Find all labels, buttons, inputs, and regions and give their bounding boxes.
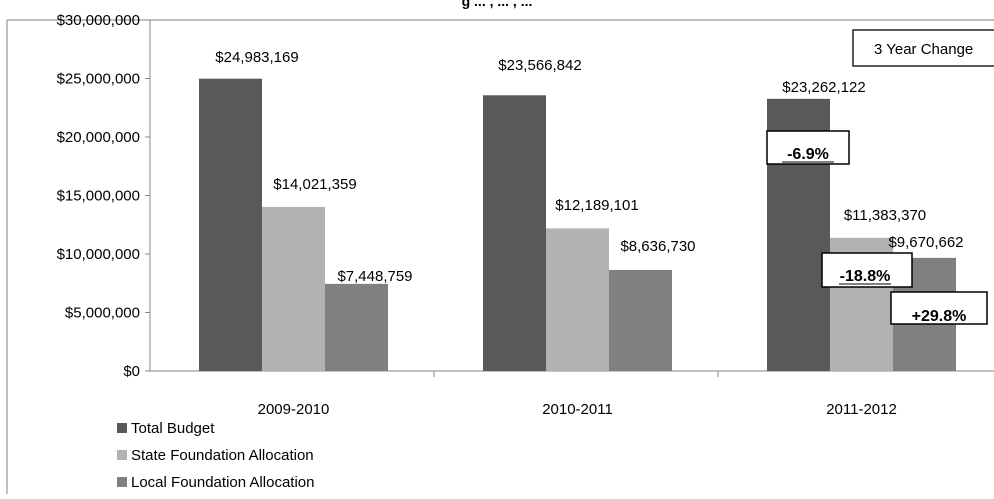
data-label: $14,021,359	[273, 176, 356, 193]
annotation-title: 3 Year Change	[874, 41, 973, 58]
legend-swatch	[117, 423, 127, 433]
y-tick-label: $20,000,000	[57, 129, 140, 146]
x-tick-label: 2009-2010	[258, 401, 330, 418]
data-label: $23,262,122	[782, 79, 865, 96]
annotation-change-label: +29.8%	[912, 308, 967, 325]
legend-label: State Foundation Allocation	[131, 447, 314, 464]
y-tick-label: $0	[123, 363, 140, 380]
legend-label: Local Foundation Allocation	[131, 474, 314, 491]
y-tick-label: $30,000,000	[57, 12, 140, 29]
data-label: $7,448,759	[337, 268, 412, 285]
data-label: $11,383,370	[844, 207, 926, 224]
annotation-box-change	[766, 130, 850, 165]
y-tick-label: $25,000,000	[57, 71, 140, 88]
y-tick-label: $15,000,000	[57, 188, 140, 205]
bar	[262, 206, 325, 371]
data-label: $8,636,730	[620, 238, 695, 255]
data-label: $12,189,101	[555, 197, 638, 214]
annotation-box-title	[852, 29, 994, 67]
x-tick-label: 2010-2011	[542, 401, 613, 418]
annotation-change-label: -6.9%	[787, 146, 829, 163]
y-tick-label: $10,000,000	[57, 246, 140, 263]
legend-swatch	[117, 477, 127, 487]
chart-title: g ... , ... , ...	[462, 0, 533, 9]
bar	[483, 95, 546, 372]
annotation-box-change	[821, 252, 913, 288]
data-label: $24,983,169	[215, 49, 298, 66]
annotation-change-label: -18.8%	[840, 268, 891, 285]
data-label: $9,670,662	[888, 234, 963, 251]
bar	[609, 269, 672, 371]
bar	[199, 78, 262, 371]
data-label: $23,566,842	[498, 57, 581, 74]
bar	[546, 228, 609, 371]
x-tick-label: 2011-2012	[826, 401, 897, 418]
legend-label: Total Budget	[131, 420, 215, 437]
legend-swatch	[117, 450, 127, 460]
bar	[325, 283, 388, 371]
y-tick-label: $5,000,000	[65, 305, 140, 322]
